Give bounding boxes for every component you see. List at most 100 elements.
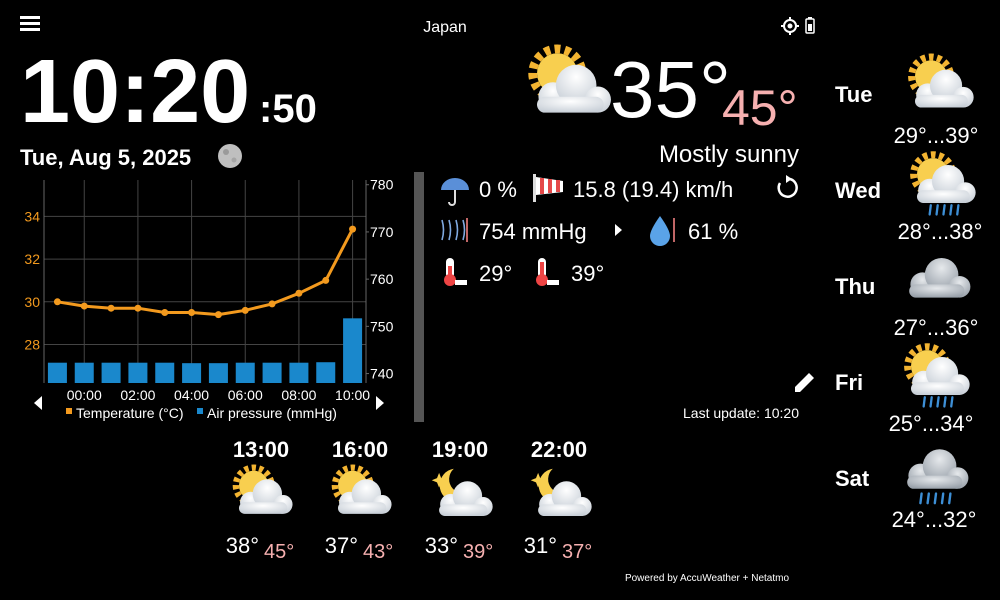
hourly-temperature: 37° <box>325 533 358 558</box>
daily-icon <box>907 449 968 503</box>
temperature-point <box>161 308 169 316</box>
legend-label: Temperature (°C) <box>76 405 184 421</box>
x-tick-label: 08:00 <box>281 387 316 403</box>
hourly-icon <box>335 468 392 514</box>
hourly-temperature: 38° <box>226 533 259 558</box>
min-temperature-icon <box>444 258 467 286</box>
y2-tick-label: 750 <box>370 318 394 334</box>
daily-day: Thu <box>835 274 875 299</box>
bar <box>289 362 309 383</box>
temperature-point <box>322 276 330 284</box>
edit-button[interactable] <box>795 373 814 392</box>
legend-swatch <box>66 408 72 414</box>
hourly-time: 19:00 <box>432 437 488 462</box>
menu-button[interactable] <box>20 16 40 31</box>
current-temperature: 35° <box>610 45 731 134</box>
umbrella-icon <box>441 178 469 206</box>
clock-seconds: :50 <box>259 87 317 131</box>
bar <box>208 363 228 383</box>
date: Tue, Aug 5, 2025 <box>20 145 191 170</box>
temperature-point <box>214 311 222 319</box>
last-update: Last update: 10:20 <box>683 405 799 421</box>
legend-label: Air pressure (mmHg) <box>207 405 337 421</box>
daily-day: Fri <box>835 370 863 395</box>
bar <box>128 362 148 383</box>
x-tick-label: 00:00 <box>67 387 102 403</box>
hourly-temperature: 33° <box>425 533 458 558</box>
temperature-point <box>80 302 88 310</box>
clock-time: 10:20 <box>20 42 250 142</box>
wind-icon <box>533 174 563 202</box>
hourly-feels-like: 37° <box>562 541 592 563</box>
temperature-point <box>349 225 357 233</box>
daily-icon <box>914 155 976 215</box>
bar <box>47 362 67 383</box>
bar <box>316 362 336 383</box>
y-tick-label: 30 <box>24 294 40 310</box>
y-tick-label: 32 <box>24 251 40 267</box>
wind: 15.8 (19.4) km/h <box>573 177 733 202</box>
daily-range: 24°...32° <box>892 507 977 532</box>
chart-next-button[interactable] <box>376 396 384 410</box>
temperature-point <box>268 300 276 308</box>
y2-tick-label: 780 <box>370 177 394 193</box>
refresh-icon[interactable] <box>777 175 798 198</box>
bar <box>262 362 282 383</box>
temperature-point <box>188 308 196 316</box>
current-condition: Mostly sunny <box>659 141 799 168</box>
daily-range: 29°...39° <box>894 123 979 148</box>
x-tick-label: 10:00 <box>335 387 370 403</box>
pressure-trend-icon <box>615 224 622 236</box>
daily-day: Tue <box>835 82 872 107</box>
humidity-icon <box>650 216 675 246</box>
battery-icon <box>805 17 815 34</box>
min-temperature: 29° <box>479 261 512 286</box>
hourly-time: 16:00 <box>332 437 388 462</box>
daily-day: Sat <box>835 466 870 491</box>
credit: Powered by AccuWeather + Netatmo <box>625 573 790 584</box>
chart-prev-button[interactable] <box>34 396 42 410</box>
x-tick-label: 04:00 <box>174 387 209 403</box>
daily-icon <box>909 258 971 298</box>
hourly-icon <box>432 469 493 516</box>
hourly-feels-like: 45° <box>264 541 294 563</box>
max-temperature-icon <box>536 258 559 286</box>
y2-tick-label: 740 <box>370 366 394 382</box>
hourly-temperature: 31° <box>524 533 557 558</box>
locate-icon[interactable] <box>781 17 799 35</box>
bar <box>74 362 94 383</box>
y2-tick-label: 770 <box>370 224 394 240</box>
hourly-time: 22:00 <box>531 437 587 462</box>
pressure-icon <box>441 218 468 242</box>
hourly-icon <box>236 468 293 514</box>
moon-phase-icon <box>218 144 242 168</box>
x-tick-label: 06:00 <box>228 387 263 403</box>
legend-swatch <box>197 408 203 414</box>
x-tick-label: 02:00 <box>120 387 155 403</box>
y-tick-label: 34 <box>24 208 40 224</box>
temperature-point <box>295 289 303 297</box>
bar <box>235 362 255 383</box>
temperature-line <box>57 228 354 317</box>
current-weather-icon <box>533 49 611 113</box>
precipitation: 0 % <box>479 177 517 202</box>
daily-range: 28°...38° <box>898 219 983 244</box>
daily-day: Wed <box>835 178 881 203</box>
pressure: 754 mmHg <box>479 219 587 244</box>
daily-range: 27°...36° <box>894 315 979 340</box>
divider <box>414 172 424 422</box>
bar <box>155 362 175 383</box>
bar <box>101 362 121 383</box>
humidity: 61 % <box>688 219 738 244</box>
current-feels-like: 45° <box>722 80 798 136</box>
hourly-icon <box>531 469 592 516</box>
bar <box>343 318 363 383</box>
y-tick-label: 28 <box>24 337 40 353</box>
bar <box>182 363 202 383</box>
temperature-point <box>134 304 142 312</box>
location[interactable]: Japan <box>423 19 467 36</box>
daily-icon <box>912 57 974 108</box>
temperature-point <box>241 306 249 314</box>
